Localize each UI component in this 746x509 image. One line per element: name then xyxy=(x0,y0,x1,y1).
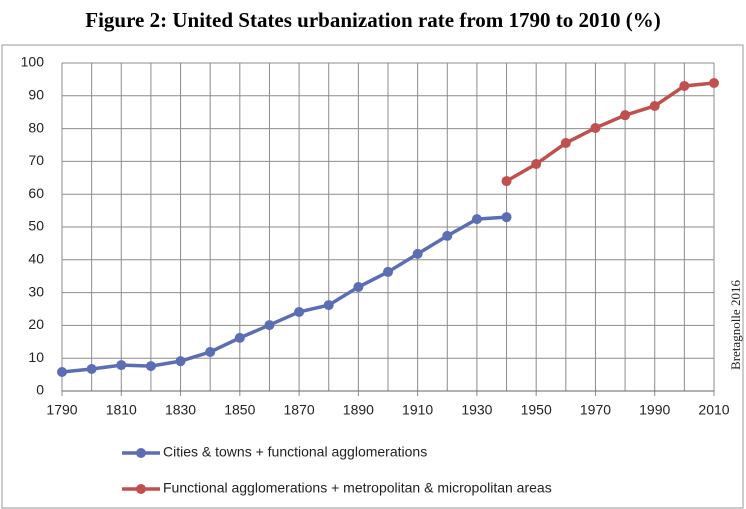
point xyxy=(86,364,97,375)
chart-title: Figure 2: United States urbanization rat… xyxy=(85,8,661,32)
credit: Bretagnolle 2016 xyxy=(728,280,743,370)
x-tick-label: 1910 xyxy=(402,402,433,418)
x-tick-label: 2010 xyxy=(698,402,729,418)
point xyxy=(590,122,601,133)
legend-marker xyxy=(136,484,146,494)
point xyxy=(264,320,275,331)
point xyxy=(709,78,719,89)
point xyxy=(234,332,245,343)
y-tick-label: 30 xyxy=(28,283,44,299)
y-tick-label: 60 xyxy=(28,185,44,201)
x-tick-label: 1870 xyxy=(284,402,315,418)
x-tick-label: 1790 xyxy=(46,402,77,418)
point xyxy=(145,361,156,372)
series-line xyxy=(505,81,715,183)
x-tick-label: 1950 xyxy=(521,402,552,418)
x-tick-label: 1990 xyxy=(639,402,670,418)
y-tick-label: 100 xyxy=(21,54,45,70)
x-tick-label: 1850 xyxy=(224,402,255,418)
series-line xyxy=(61,215,507,374)
y-tick-label: 70 xyxy=(28,152,44,168)
y-tick-label: 90 xyxy=(28,87,44,103)
y-tick-label: 10 xyxy=(28,349,44,365)
point xyxy=(383,266,393,277)
x-tick-label: 1890 xyxy=(343,402,374,418)
x-tick-label: 1970 xyxy=(580,402,611,418)
point xyxy=(471,214,482,225)
legend-label: Functional agglomerations + metropolitan… xyxy=(163,480,552,496)
x-tick-label: 1830 xyxy=(165,402,196,418)
point xyxy=(679,80,690,91)
point xyxy=(560,138,571,149)
legend-label: Cities & towns + functional agglomeratio… xyxy=(163,444,427,460)
point xyxy=(412,248,423,259)
x-tick-label: 1810 xyxy=(106,402,137,418)
point xyxy=(116,360,127,371)
legend-marker xyxy=(136,448,146,458)
point xyxy=(294,306,305,317)
x-tick-label: 1930 xyxy=(461,402,492,418)
point xyxy=(323,300,334,311)
y-tick-label: 50 xyxy=(28,218,44,234)
y-tick-label: 0 xyxy=(36,382,44,398)
point xyxy=(531,159,542,170)
point xyxy=(175,356,186,367)
point xyxy=(442,230,453,241)
y-tick-label: 20 xyxy=(28,316,44,332)
point xyxy=(205,346,216,357)
point xyxy=(649,100,660,111)
y-tick-label: 40 xyxy=(28,251,44,267)
y-tick-label: 80 xyxy=(28,119,44,135)
chart-frame xyxy=(1,44,744,509)
point xyxy=(501,176,512,187)
point xyxy=(620,110,631,121)
point xyxy=(57,366,67,377)
point xyxy=(353,282,364,293)
point xyxy=(501,212,512,223)
